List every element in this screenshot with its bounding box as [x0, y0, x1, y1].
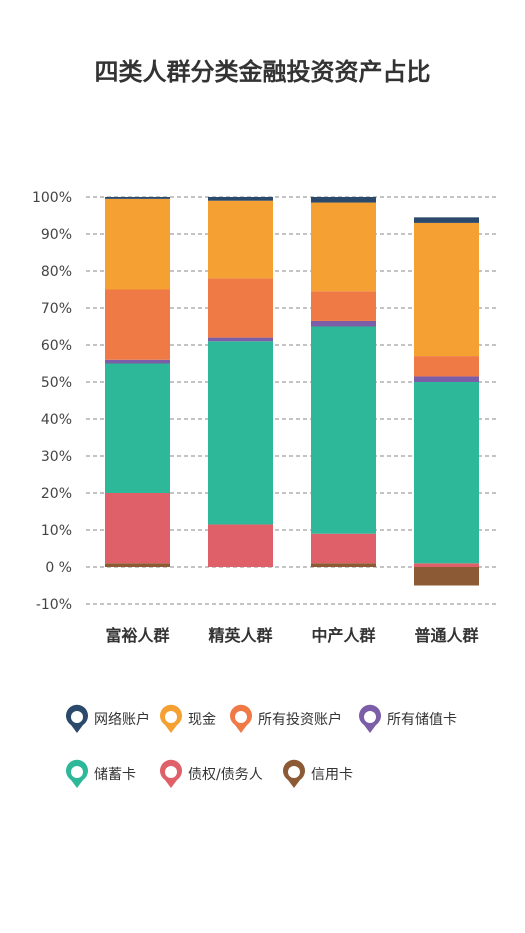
- bar-segment: [208, 524, 273, 567]
- legend-label: 网络账户: [94, 712, 150, 728]
- bar-segment: [311, 533, 376, 564]
- bar-segment: [414, 376, 479, 382]
- y-tick-label: 90%: [41, 227, 72, 243]
- bar-segment: [414, 382, 479, 564]
- bar-segment: [311, 197, 376, 203]
- bar-segment: [105, 493, 170, 564]
- y-tick-label: 60%: [41, 338, 72, 354]
- legend-marker-icon: [230, 704, 252, 733]
- legend-item: 债权/债务人: [158, 759, 263, 789]
- y-axis-ticks: -10% 0 % 10% 20% 30% 40% 50% 60% 70% 80% 90% 100%: [32, 190, 72, 613]
- bar-segment: [105, 198, 170, 290]
- legend-marker-icon: [160, 759, 182, 788]
- legend-label: 信用卡: [311, 767, 353, 783]
- bars: [105, 197, 479, 586]
- y-tick-label: 20%: [41, 486, 72, 502]
- bar-segment: [208, 278, 273, 338]
- y-tick-label: 50%: [41, 375, 72, 391]
- bar-segment: [414, 222, 479, 357]
- legend-label: 现金: [188, 712, 216, 728]
- legend-item: 网络账户: [64, 704, 150, 734]
- x-category-label: 富裕人群: [105, 626, 169, 645]
- bar-segment: [208, 341, 273, 525]
- bar-segment: [311, 320, 376, 327]
- legend-label: 债权/债务人: [188, 767, 263, 783]
- bar-segment: [311, 291, 376, 321]
- legend-item: 信用卡: [281, 759, 353, 789]
- x-axis-categories: 富裕人群 精英人群 中产人群 普通人群: [105, 626, 478, 645]
- stacked-bar-chart: -10% 0 % 10% 20% 30% 40% 50% 60% 70% 80% 90% 100% 富…: [32, 190, 498, 645]
- bar-segment: [105, 197, 170, 199]
- bar-segment: [105, 563, 170, 567]
- y-tick-label: 30%: [41, 449, 72, 465]
- legend-item: 所有投资账户: [228, 704, 342, 734]
- y-tick-label: 100%: [32, 190, 72, 206]
- x-category-label: 精英人群: [208, 626, 272, 645]
- y-tick-label: 40%: [41, 412, 72, 428]
- legend-marker-icon: [283, 759, 305, 788]
- bar-segment: [414, 567, 479, 586]
- bar-segment: [208, 200, 273, 279]
- bar-segment: [105, 363, 170, 493]
- bar-segment: [311, 202, 376, 292]
- legend-marker-icon: [160, 704, 182, 733]
- chart-title: 四类人群分类金融投资资产占比: [94, 58, 431, 86]
- legend-marker-icon: [66, 704, 88, 733]
- bar-segment: [311, 563, 376, 567]
- legend-item: 所有储值卡: [357, 704, 457, 734]
- bar-segment: [208, 197, 273, 201]
- bar-segment: [311, 326, 376, 534]
- legend-item: 储蓄卡: [64, 759, 136, 789]
- bar-segment: [105, 289, 170, 360]
- y-tick-label: -10%: [36, 597, 72, 613]
- x-category-label: 中产人群: [311, 626, 375, 645]
- legend-marker-icon: [66, 759, 88, 788]
- x-category-label: 普通人群: [414, 626, 478, 645]
- y-tick-label: 0 %: [45, 560, 72, 576]
- legend-label: 储蓄卡: [94, 767, 136, 783]
- bar-segment: [105, 359, 170, 364]
- legend-label: 所有储值卡: [387, 712, 457, 728]
- legend-marker-icon: [359, 704, 381, 733]
- y-tick-label: 70%: [41, 301, 72, 317]
- y-tick-label: 80%: [41, 264, 72, 280]
- bar-segment: [414, 217, 479, 223]
- legend-item: 现金: [158, 704, 216, 734]
- legend-label: 所有投资账户: [258, 712, 342, 728]
- bar-segment: [414, 563, 479, 567]
- bar-segment: [414, 356, 479, 377]
- y-tick-label: 10%: [41, 523, 72, 539]
- bar-segment: [208, 337, 273, 342]
